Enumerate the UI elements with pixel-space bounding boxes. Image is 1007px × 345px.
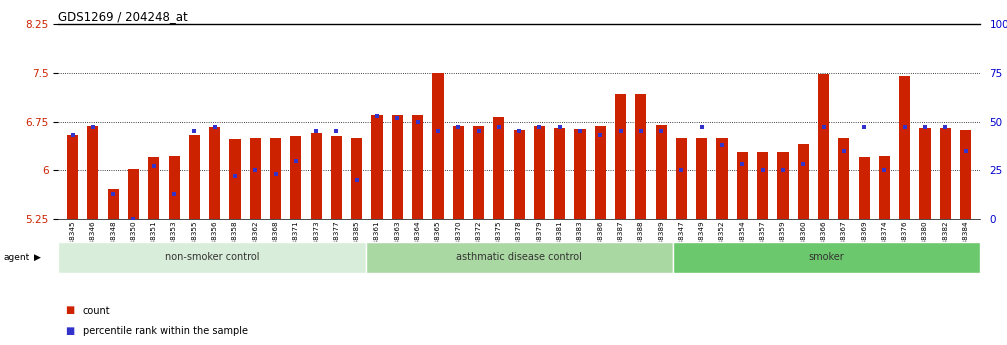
Text: asthmatic disease control: asthmatic disease control: [456, 252, 582, 262]
Bar: [452, 126, 464, 219]
Bar: [673, 241, 980, 273]
Text: agent: agent: [3, 253, 29, 262]
Bar: [899, 76, 910, 219]
Bar: [58, 241, 366, 273]
Bar: [188, 135, 200, 219]
Bar: [757, 152, 768, 219]
Bar: [615, 94, 626, 219]
Bar: [270, 138, 281, 219]
Bar: [230, 139, 241, 219]
Bar: [148, 157, 159, 219]
Text: GDS1269 / 204248_at: GDS1269 / 204248_at: [58, 10, 188, 23]
Bar: [168, 156, 179, 219]
Bar: [859, 157, 870, 219]
Bar: [351, 138, 363, 219]
Bar: [919, 128, 930, 219]
Bar: [879, 156, 890, 219]
Bar: [209, 127, 221, 219]
Bar: [777, 152, 788, 219]
Bar: [818, 74, 829, 219]
Bar: [798, 144, 809, 219]
Bar: [67, 135, 79, 219]
Bar: [392, 115, 403, 219]
Bar: [331, 136, 342, 219]
Bar: [108, 188, 119, 219]
Bar: [960, 130, 971, 219]
Text: ■: ■: [65, 306, 75, 315]
Text: count: count: [83, 306, 110, 315]
Text: smoker: smoker: [809, 252, 844, 262]
Bar: [128, 169, 139, 219]
Bar: [412, 115, 423, 219]
Bar: [696, 138, 707, 219]
Bar: [310, 133, 322, 219]
Bar: [595, 126, 606, 219]
Bar: [838, 138, 850, 219]
Bar: [940, 128, 951, 219]
Bar: [290, 136, 301, 219]
Bar: [676, 138, 687, 219]
Bar: [574, 129, 586, 219]
Bar: [656, 125, 667, 219]
Bar: [372, 115, 383, 219]
Bar: [554, 128, 565, 219]
Text: percentile rank within the sample: percentile rank within the sample: [83, 326, 248, 336]
Bar: [88, 126, 99, 219]
Bar: [493, 117, 505, 219]
Bar: [432, 73, 443, 219]
Bar: [514, 130, 525, 219]
Bar: [737, 152, 748, 219]
Bar: [534, 126, 545, 219]
Bar: [635, 94, 646, 219]
Bar: [716, 138, 728, 219]
Text: ■: ■: [65, 326, 75, 336]
Bar: [473, 126, 484, 219]
Bar: [366, 241, 673, 273]
Text: ▶: ▶: [34, 253, 41, 262]
Bar: [250, 138, 261, 219]
Text: non-smoker control: non-smoker control: [165, 252, 259, 262]
